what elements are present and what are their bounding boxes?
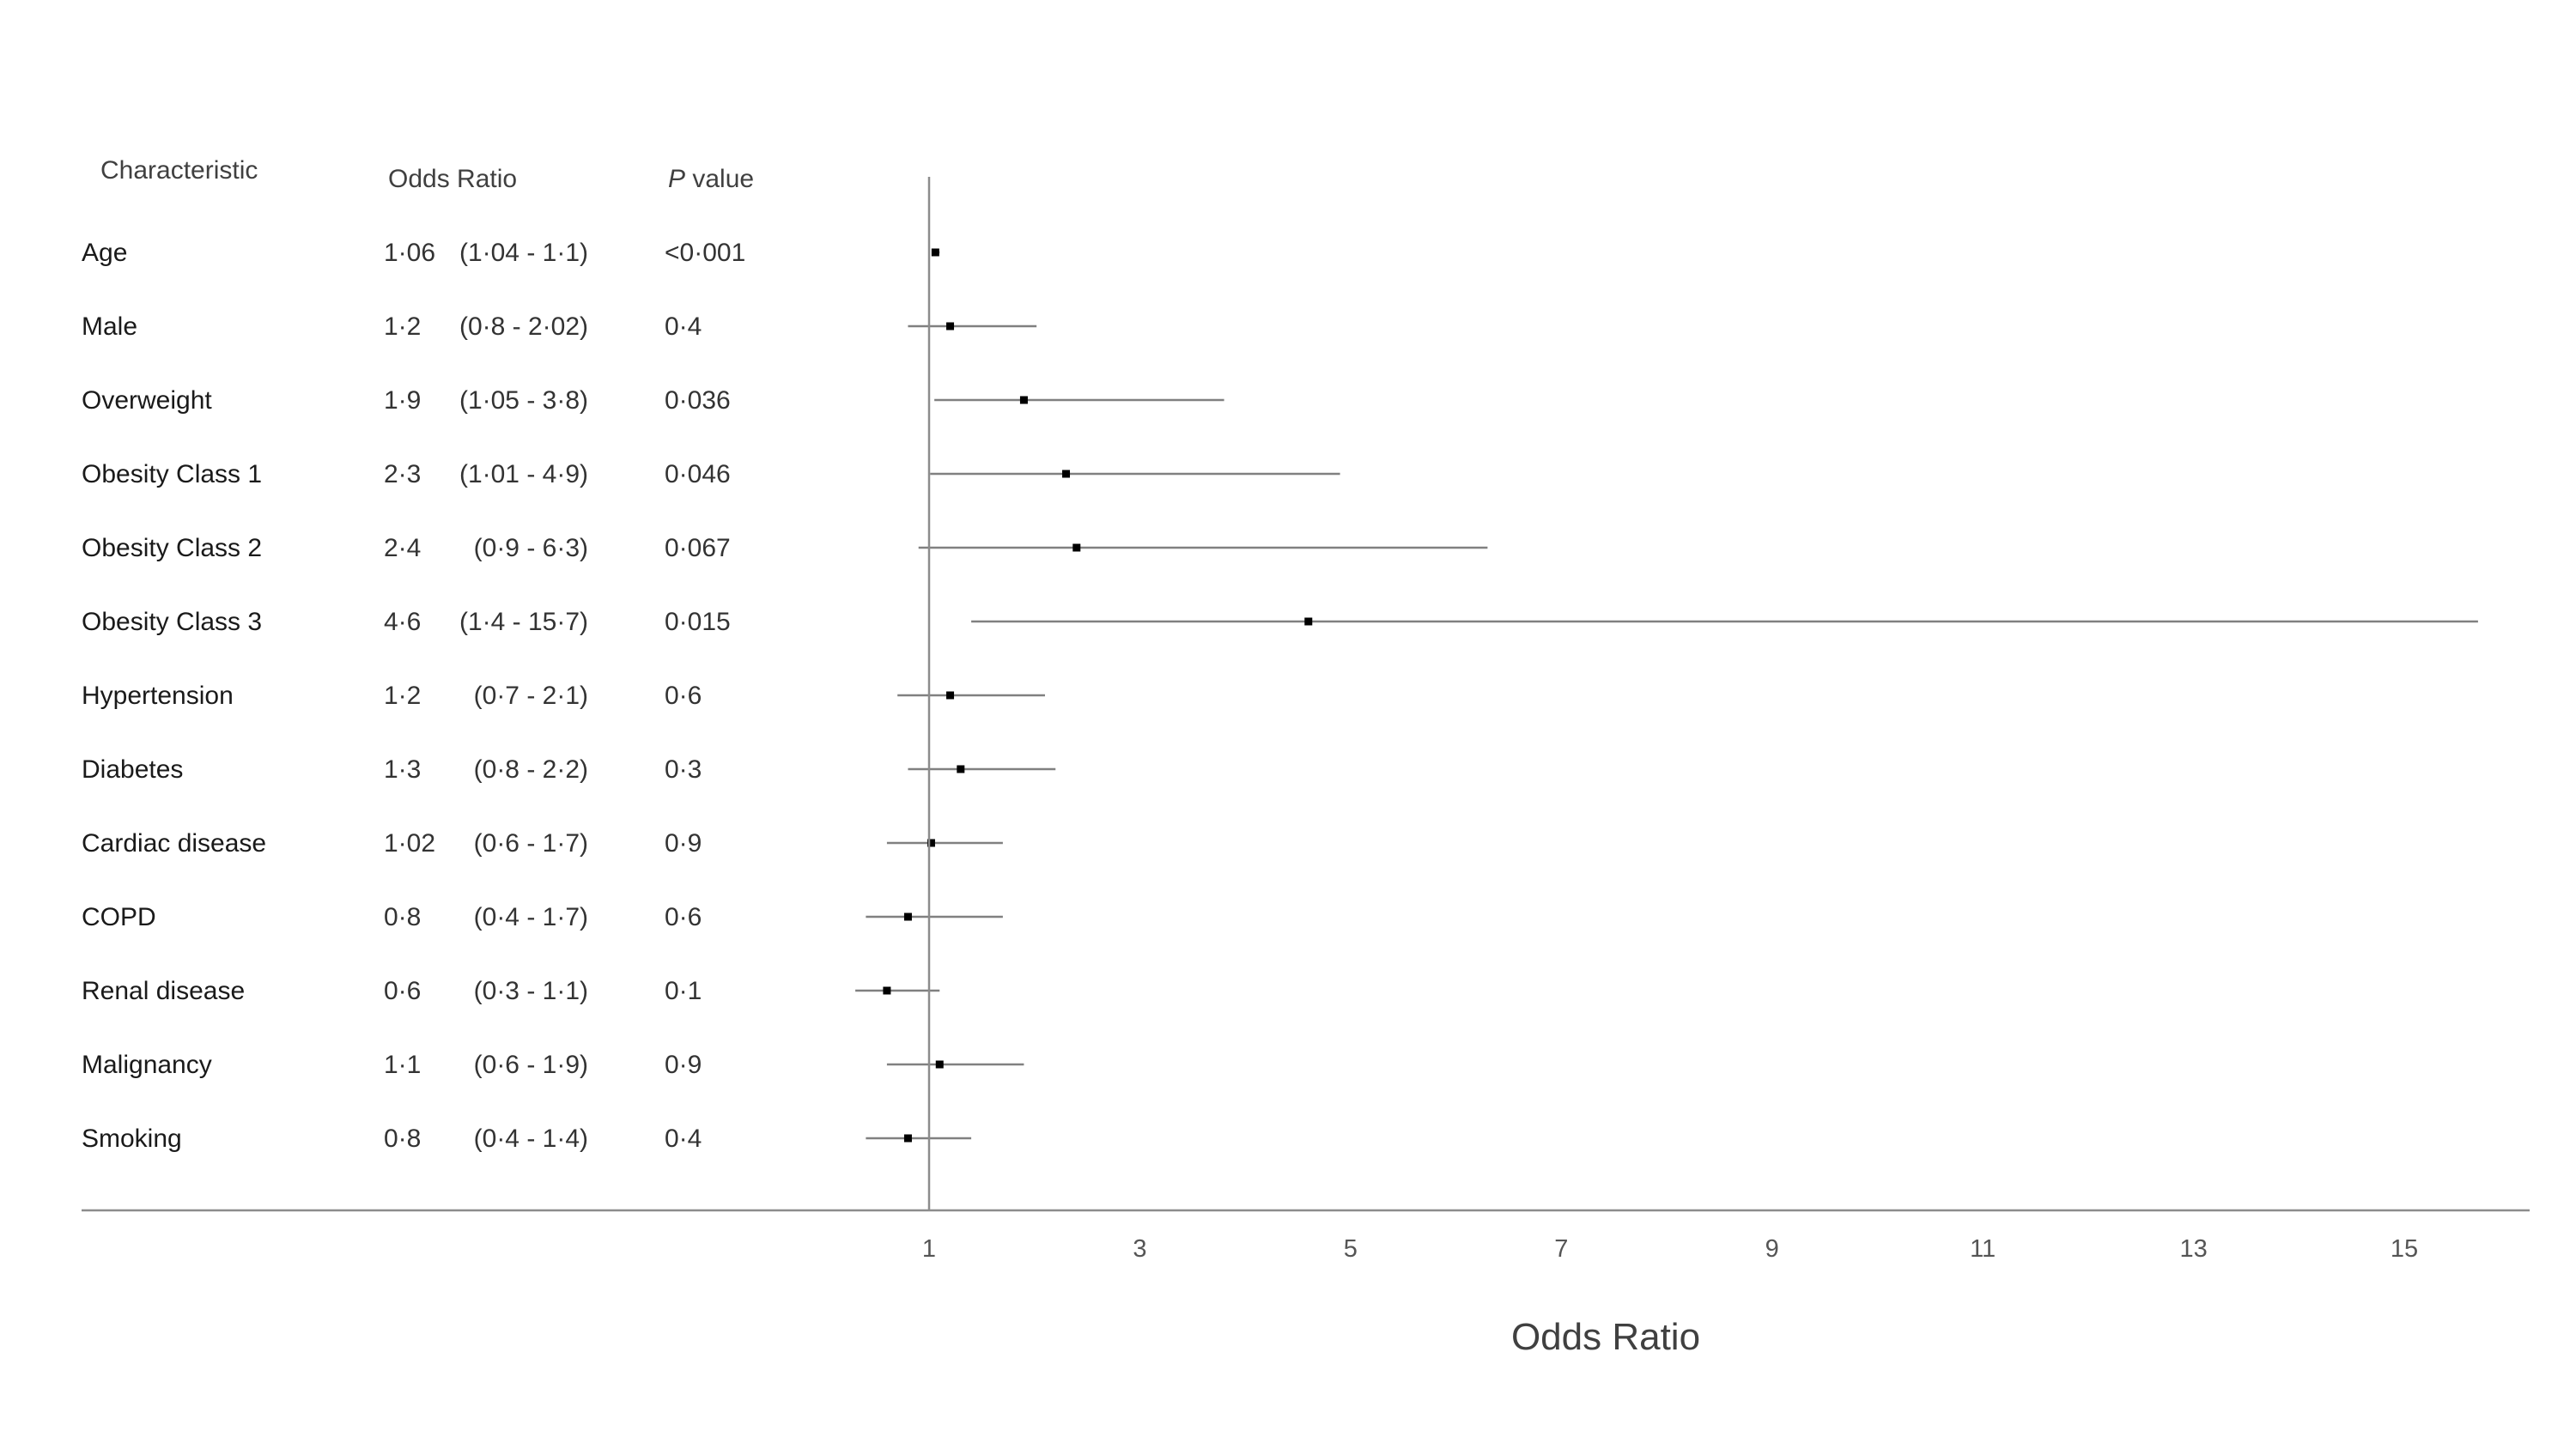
point-estimate-marker — [1304, 617, 1313, 626]
point-estimate-marker — [883, 986, 891, 995]
point-estimate-marker — [1019, 396, 1028, 404]
row-label: Obesity Class 3 — [82, 608, 262, 636]
row-label: Renal disease — [82, 977, 245, 1005]
row-odds-ratio: 1·9 — [384, 386, 421, 415]
row-confidence-interval: (1·4 - 15·7) — [459, 608, 588, 636]
point-estimate-marker — [903, 912, 912, 921]
row-label: Male — [82, 312, 137, 341]
row-p-value: 0·036 — [665, 386, 731, 415]
row-odds-ratio: 2·3 — [384, 460, 421, 488]
header-p-italic: P — [668, 165, 685, 193]
table-rows: Age 1·06 (1·04 - 1·1) <0·001 Male 1·2 (0·8 - 2… — [82, 239, 745, 1153]
row-confidence-interval: (0·8 - 2·2) — [474, 755, 588, 784]
row-confidence-interval: (0·4 - 1·4) — [474, 1125, 588, 1153]
x-tick-label: 13 — [2179, 1235, 2207, 1263]
point-estimate-marker — [946, 322, 955, 330]
row-label: Hypertension — [82, 682, 234, 710]
row-odds-ratio: 1·06 — [384, 239, 435, 267]
row-p-value: 0·9 — [665, 1051, 702, 1079]
row-confidence-interval: (1·04 - 1·1) — [459, 239, 588, 267]
row-p-value: 0·1 — [665, 977, 702, 1005]
row-p-value: <0·001 — [665, 239, 745, 267]
row-confidence-interval: (0·8 - 2·02) — [459, 312, 588, 341]
row-odds-ratio: 1·2 — [384, 312, 421, 341]
row-label: Overweight — [82, 386, 212, 415]
row-label: Obesity Class 1 — [82, 460, 262, 488]
x-tick-label: 3 — [1133, 1235, 1146, 1263]
row-label: COPD — [82, 903, 156, 931]
x-tick-label: 7 — [1554, 1235, 1568, 1263]
x-tick-label: 5 — [1344, 1235, 1358, 1263]
row-odds-ratio: 2·4 — [384, 534, 421, 562]
header-characteristic: Characteristic — [100, 156, 258, 185]
row-confidence-interval: (0·3 - 1·1) — [474, 977, 588, 1005]
row-label: Smoking — [82, 1125, 182, 1153]
row-confidence-interval: (0·9 - 6·3) — [474, 534, 588, 562]
row-p-value: 0·9 — [665, 829, 702, 858]
row-confidence-interval: (0·6 - 1·9) — [474, 1051, 588, 1079]
point-estimate-marker — [931, 248, 939, 257]
row-confidence-interval: (0·6 - 1·7) — [474, 829, 588, 858]
x-axis-title: Odds Ratio — [1511, 1316, 1700, 1358]
point-estimate-marker — [903, 1134, 912, 1143]
point-estimate-marker — [935, 1060, 944, 1069]
row-odds-ratio: 1·1 — [384, 1051, 421, 1079]
row-odds-ratio: 1·3 — [384, 755, 421, 784]
row-odds-ratio: 1·02 — [384, 829, 435, 858]
row-odds-ratio: 0·6 — [384, 977, 421, 1005]
x-tick-label: 9 — [1765, 1235, 1779, 1263]
row-p-value: 0·015 — [665, 608, 731, 636]
row-p-value: 0·046 — [665, 460, 731, 488]
x-tick-label: 15 — [2391, 1235, 2418, 1263]
row-p-value: 0·3 — [665, 755, 702, 784]
row-p-value: 0·4 — [665, 1125, 702, 1153]
point-estimate-marker — [1072, 543, 1081, 552]
row-confidence-interval: (1·01 - 4·9) — [459, 460, 588, 488]
row-p-value: 0·067 — [665, 534, 731, 562]
row-label: Diabetes — [82, 755, 183, 784]
row-label: Malignancy — [82, 1051, 212, 1079]
row-confidence-interval: (0·4 - 1·7) — [474, 903, 588, 931]
row-p-value: 0·6 — [665, 682, 702, 710]
row-label: Cardiac disease — [82, 829, 266, 858]
header-p-rest: value — [685, 165, 754, 193]
row-label: Age — [82, 239, 127, 267]
row-p-value: 0·6 — [665, 903, 702, 931]
x-tick-label: 1 — [922, 1235, 936, 1263]
row-odds-ratio: 0·8 — [384, 1125, 421, 1153]
x-tick-label: 11 — [1970, 1235, 1996, 1263]
point-estimate-marker — [1062, 470, 1071, 478]
row-odds-ratio: 1·2 — [384, 682, 421, 710]
row-odds-ratio: 0·8 — [384, 903, 421, 931]
row-confidence-interval: (1·05 - 3·8) — [459, 386, 588, 415]
row-label: Obesity Class 2 — [82, 534, 262, 562]
plot-area: 1 3 5 7 9 11 13 15 — [82, 177, 2530, 1263]
point-estimate-marker — [927, 839, 935, 847]
point-estimate-marker — [946, 691, 955, 700]
header-p-value: P value — [668, 165, 754, 193]
row-odds-ratio: 4·6 — [384, 608, 421, 636]
header-odds-ratio: Odds Ratio — [388, 165, 517, 193]
row-p-value: 0·4 — [665, 312, 702, 341]
row-confidence-interval: (0·7 - 2·1) — [474, 682, 588, 710]
point-estimate-marker — [957, 765, 965, 773]
